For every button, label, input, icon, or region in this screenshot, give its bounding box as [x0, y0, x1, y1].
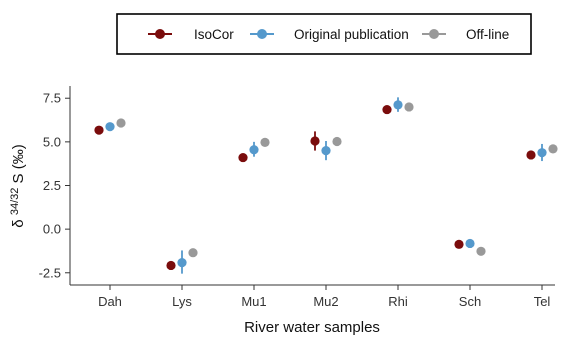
y-axis-ticks: -2.5 0.0 2.5 5.0 7.5 [39, 91, 70, 280]
point-original-publication [249, 145, 259, 155]
legend-label-off-line: Off-line [466, 27, 509, 42]
x-tick-label: Mu2 [313, 294, 338, 309]
y-tick-label: -2.5 [39, 265, 61, 280]
point-isocor [310, 136, 320, 146]
legend-marker-isocor [155, 29, 165, 39]
point-isocor [238, 152, 248, 163]
legend-label-original-publication: Original publication [294, 27, 409, 42]
legend-label-isocor: IsoCor [194, 27, 234, 42]
y-tick-label: 2.5 [43, 178, 61, 193]
point-isocor [526, 150, 536, 160]
y-axis-title-superscript: 34/32 [9, 188, 21, 216]
point-isocor [454, 239, 464, 249]
point-off-line [476, 246, 486, 256]
legend: IsoCor Original publication Off-line [116, 13, 532, 55]
legend-marker-off-line [429, 29, 439, 39]
point-isocor [94, 125, 104, 135]
x-axis-title: River water samples [244, 319, 380, 336]
legend-item-off-line: Off-line [422, 27, 509, 42]
x-tick-label: Tel [534, 294, 551, 309]
point-original-publication [177, 258, 187, 268]
x-tick-label: Rhi [388, 294, 408, 309]
y-tick-label: 7.5 [43, 91, 61, 106]
point-original-publication [321, 145, 331, 156]
legend-item-original-publication: Original publication [250, 27, 409, 42]
point-isocor [382, 104, 392, 115]
data-points [94, 97, 558, 274]
point-original-publication [537, 148, 547, 158]
legend-item-isocor: IsoCor [148, 27, 234, 42]
point-off-line [332, 136, 342, 147]
point-original-publication [393, 100, 403, 110]
point-off-line [188, 248, 198, 258]
point-off-line [548, 144, 558, 154]
point-original-publication [105, 122, 115, 132]
y-axis-title-suffix: S (‰) [10, 144, 27, 187]
point-off-line [404, 102, 414, 112]
point-off-line [116, 118, 126, 128]
x-tick-label: Dah [98, 294, 122, 309]
point-original-publication [465, 238, 475, 249]
x-tick-label: Sch [459, 294, 481, 309]
x-axis-ticks: Dah Lys Mu1 Mu2 Rhi Sch Tel [98, 285, 550, 309]
legend-box [116, 13, 532, 55]
y-axis-title-prefix: δ [10, 215, 27, 228]
legend-marker-original-publication [257, 29, 267, 39]
y-tick-label: 0.0 [43, 222, 61, 237]
y-axis-title: δ 34/32 S (‰) [9, 144, 27, 227]
point-isocor [166, 260, 176, 271]
x-tick-label: Lys [172, 294, 192, 309]
point-off-line [260, 137, 270, 147]
y-tick-label: 5.0 [43, 134, 61, 149]
x-tick-label: Mu1 [241, 294, 266, 309]
